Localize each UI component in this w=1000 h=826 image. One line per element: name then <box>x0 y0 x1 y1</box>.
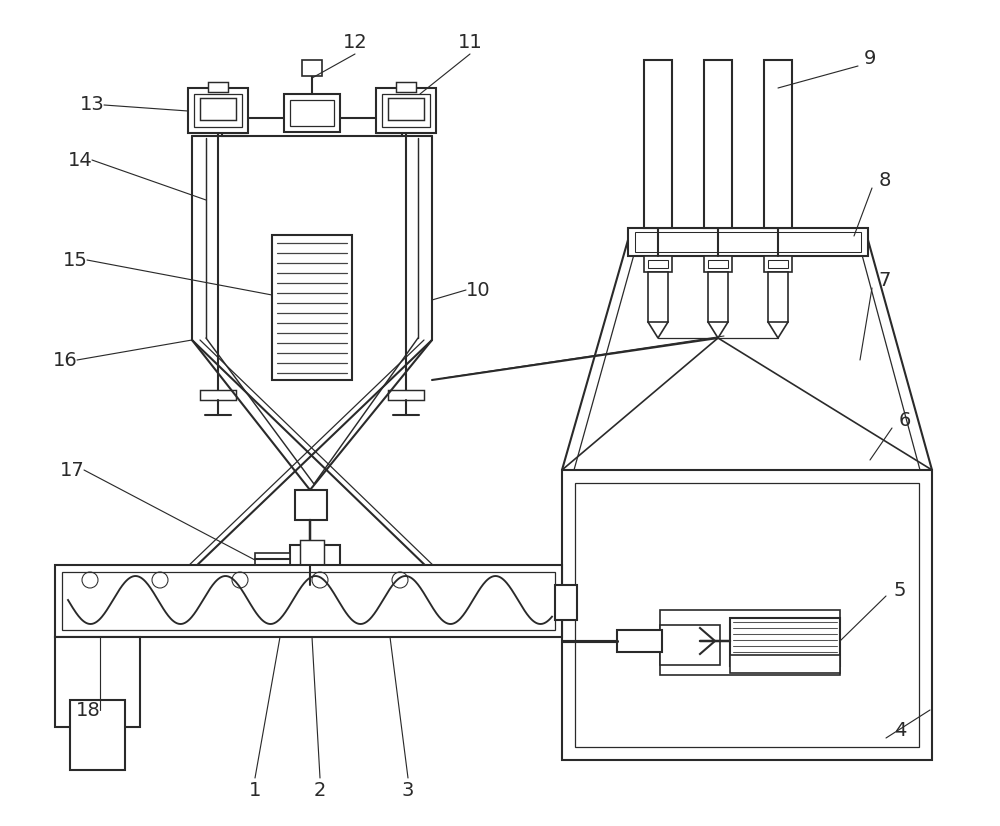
Bar <box>635 232 861 252</box>
Bar <box>70 700 125 770</box>
Bar <box>255 553 290 565</box>
Text: 15: 15 <box>63 250 87 269</box>
Bar <box>704 256 732 272</box>
Text: 10: 10 <box>466 281 490 300</box>
Text: 8: 8 <box>879 170 891 189</box>
Bar <box>290 100 334 126</box>
Bar <box>708 260 728 268</box>
Bar <box>284 94 340 132</box>
Bar <box>764 60 792 228</box>
Bar <box>768 260 788 268</box>
Text: 11: 11 <box>458 32 482 51</box>
Text: 1: 1 <box>249 781 261 800</box>
Text: 18: 18 <box>76 700 100 719</box>
Bar <box>648 260 668 268</box>
Bar <box>628 228 868 256</box>
Text: 6: 6 <box>899 411 911 430</box>
Bar <box>388 390 424 400</box>
Bar <box>764 256 792 272</box>
Bar <box>388 98 424 120</box>
Text: 9: 9 <box>864 49 876 68</box>
Bar <box>555 585 577 620</box>
Text: 2: 2 <box>314 781 326 800</box>
Bar <box>55 565 562 637</box>
Text: 17: 17 <box>60 461 84 480</box>
Bar <box>660 610 840 675</box>
Text: 12: 12 <box>343 32 367 51</box>
Bar <box>396 82 416 92</box>
Bar <box>200 390 236 400</box>
Bar <box>768 272 788 322</box>
Bar <box>290 545 340 575</box>
Text: 3: 3 <box>402 781 414 800</box>
Bar <box>382 94 430 127</box>
Bar <box>222 118 402 136</box>
Bar <box>704 60 732 228</box>
Bar <box>575 483 919 747</box>
Bar <box>617 630 662 652</box>
Bar <box>730 655 840 673</box>
Text: 4: 4 <box>894 720 906 739</box>
Text: 13: 13 <box>80 96 104 115</box>
Bar <box>376 88 436 133</box>
Bar <box>62 572 555 630</box>
Bar <box>302 60 322 76</box>
Bar <box>55 637 140 727</box>
Bar <box>188 88 248 133</box>
Bar <box>208 82 228 92</box>
Bar <box>648 272 668 322</box>
Bar <box>708 272 728 322</box>
Text: 5: 5 <box>894 581 906 600</box>
Text: 16: 16 <box>53 350 77 369</box>
Bar <box>730 618 840 666</box>
Bar <box>300 540 324 580</box>
Bar <box>272 235 352 380</box>
Text: 7: 7 <box>879 270 891 289</box>
Bar <box>562 470 932 760</box>
Text: 14: 14 <box>68 150 92 169</box>
Bar <box>194 94 242 127</box>
Bar <box>295 490 327 520</box>
Bar <box>644 256 672 272</box>
Bar <box>644 60 672 228</box>
Bar <box>200 98 236 120</box>
Bar <box>660 625 720 665</box>
